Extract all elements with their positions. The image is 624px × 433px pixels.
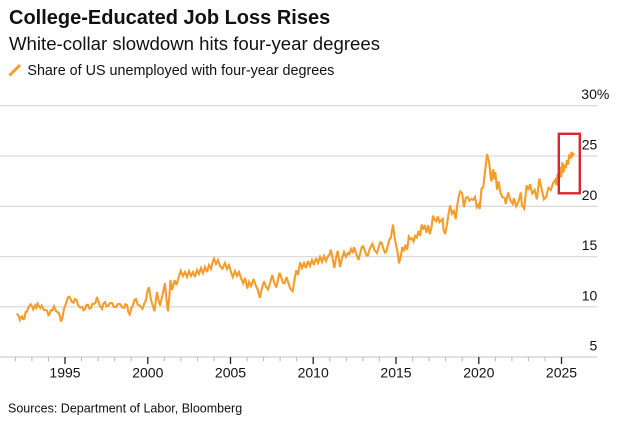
svg-text:2020: 2020 (463, 365, 494, 381)
svg-text:2000: 2000 (132, 365, 163, 381)
svg-text:Share of US unemployed with fo: Share of US unemployed with four-year de… (27, 63, 334, 79)
svg-text:2010: 2010 (298, 365, 329, 381)
svg-text:1995: 1995 (49, 365, 80, 381)
svg-text:30%: 30% (581, 86, 609, 102)
svg-text:10: 10 (582, 287, 598, 303)
svg-text:20: 20 (582, 187, 598, 203)
svg-text:2005: 2005 (215, 365, 246, 381)
svg-text:25: 25 (582, 137, 598, 153)
svg-text:15: 15 (582, 237, 598, 253)
svg-text:2015: 2015 (380, 365, 411, 381)
svg-text:5: 5 (590, 338, 598, 354)
svg-text:White-collar slowdown hits fou: White-collar slowdown hits four-year deg… (9, 33, 380, 54)
svg-text:Sources: Department of Labor,: Sources: Department of Labor, Bloomberg (8, 402, 242, 416)
svg-text:2025: 2025 (546, 365, 577, 381)
svg-text:College-Educated Job Loss Rise: College-Educated Job Loss Rises (9, 7, 330, 29)
